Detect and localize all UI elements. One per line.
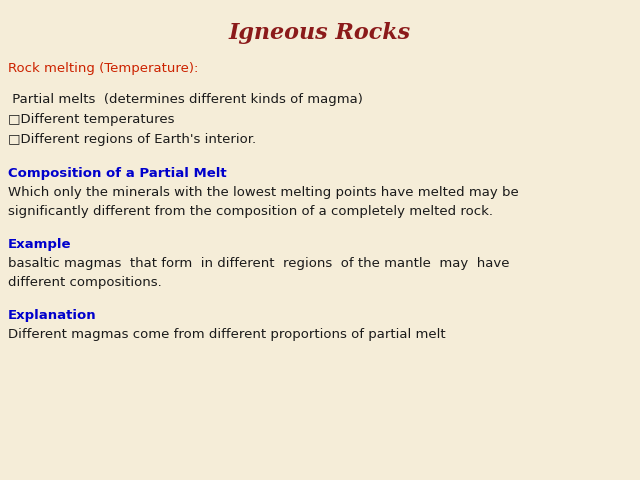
Text: □Different temperatures: □Different temperatures [8, 113, 175, 126]
Text: basaltic magmas  that form  in different  regions  of the mantle  may  have: basaltic magmas that form in different r… [8, 257, 509, 270]
Text: Rock melting (Temperature):: Rock melting (Temperature): [8, 62, 198, 75]
Text: Which only the minerals with the lowest melting points have melted may be: Which only the minerals with the lowest … [8, 186, 519, 199]
Text: Example: Example [8, 238, 72, 251]
Text: Explanation: Explanation [8, 309, 97, 322]
Text: significantly different from the composition of a completely melted rock.: significantly different from the composi… [8, 205, 493, 218]
Text: □Different regions of Earth's interior.: □Different regions of Earth's interior. [8, 133, 256, 146]
Text: Partial melts  (determines different kinds of magma): Partial melts (determines different kind… [8, 93, 363, 106]
Text: Composition of a Partial Melt: Composition of a Partial Melt [8, 167, 227, 180]
Text: Different magmas come from different proportions of partial melt: Different magmas come from different pro… [8, 328, 445, 341]
Text: Igneous Rocks: Igneous Rocks [229, 22, 411, 44]
Text: different compositions.: different compositions. [8, 276, 162, 289]
